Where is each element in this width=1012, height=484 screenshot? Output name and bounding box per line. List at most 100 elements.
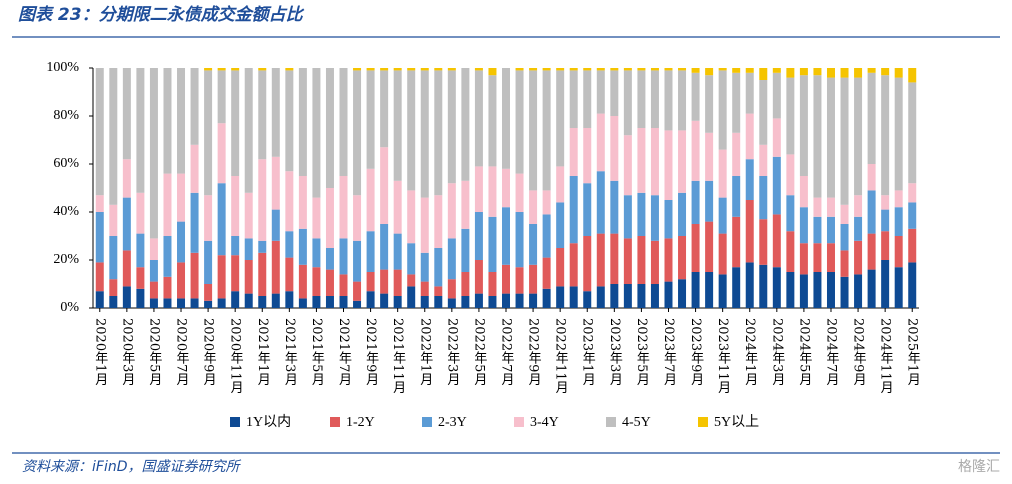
bar-segment (231, 236, 240, 256)
bar-segment (258, 159, 267, 241)
bar-segment (705, 221, 714, 272)
bar-segment (447, 183, 456, 239)
bar-segment (908, 68, 917, 83)
bar-segment (623, 238, 632, 284)
bar-segment (136, 192, 145, 234)
bar-segment (637, 284, 646, 308)
x-tick-label: 2021年11月 (390, 318, 406, 395)
bar-segment (339, 296, 348, 308)
bar-segment (285, 171, 294, 232)
bar-segment (122, 286, 131, 308)
bar-segment (474, 212, 483, 260)
bar-segment (650, 240, 659, 284)
bar-segment (177, 68, 186, 174)
bar-segment (772, 118, 781, 157)
bar-segment (908, 202, 917, 229)
y-tick-label: 100% (46, 60, 79, 75)
bar-segment (610, 180, 619, 234)
bar-segment (854, 240, 863, 275)
bar-segment (474, 166, 483, 212)
bar-segment (325, 68, 334, 188)
bar-segment (610, 284, 619, 308)
bar-segment (623, 284, 632, 308)
bar-segment (217, 298, 226, 308)
bar-segment (826, 77, 835, 198)
bar-segment (529, 264, 538, 294)
bar-segment (678, 130, 687, 193)
bar-segment (393, 70, 402, 181)
y-tick-label: 60% (53, 156, 79, 171)
bar-segment (488, 272, 497, 296)
bar-segment (623, 135, 632, 196)
bar-segment (109, 279, 118, 296)
bar-segment (204, 195, 213, 241)
bar-segment (366, 68, 375, 71)
bar-segment (393, 233, 402, 270)
bar-segment (678, 236, 687, 280)
bar-segment (542, 288, 551, 308)
bar-segment (583, 236, 592, 292)
bar-segment (461, 68, 470, 181)
bar-segment (190, 192, 199, 253)
bar-segment (826, 216, 835, 244)
bar-segment (461, 272, 470, 296)
bar-segment (271, 209, 280, 241)
bar-segment (813, 216, 822, 244)
x-tick-label: 2022年7月 (499, 318, 515, 387)
bar-segment (474, 260, 483, 294)
bar-segment (461, 180, 470, 229)
bar-segment (339, 238, 348, 275)
x-tick-label: 2020年5月 (146, 318, 162, 387)
bar-segment (650, 70, 659, 128)
bar-segment (393, 296, 402, 308)
bar-segment (542, 68, 551, 71)
bar-segment (732, 68, 741, 73)
bar-segment (271, 156, 280, 210)
bar-segment (515, 173, 524, 212)
bar-segment (826, 197, 835, 217)
bar-segment (353, 68, 362, 71)
bar-segment (380, 293, 389, 308)
bar-segment (190, 298, 199, 308)
bar-segment (271, 293, 280, 308)
bar-segment (867, 233, 876, 270)
bar-segment (204, 300, 213, 308)
bar-segment (799, 274, 808, 308)
x-tick-label: 2022年3月 (444, 318, 460, 387)
bar-segment (596, 171, 605, 234)
bar-segment (772, 214, 781, 268)
y-tick-label: 20% (53, 252, 79, 267)
bar-segment (163, 68, 172, 174)
x-tick-label: 2022年11月 (553, 318, 569, 395)
bar-segment (637, 70, 646, 128)
bar-segment (488, 216, 497, 272)
bar-segment (258, 70, 267, 160)
bar-segment (231, 68, 240, 71)
bar-segment (353, 240, 362, 282)
bar-segment (745, 262, 754, 308)
bar-segment (637, 236, 646, 284)
bar-segment (488, 166, 497, 217)
bar-segment (840, 250, 849, 277)
bar-segment (881, 209, 890, 232)
bar-segment (705, 132, 714, 181)
x-tick-label: 2022年5月 (471, 318, 487, 387)
bar-segment (623, 68, 632, 71)
bar-segment (691, 272, 700, 308)
bar-segment (826, 243, 835, 272)
bar-segment (718, 149, 727, 198)
bar-segment (271, 68, 280, 157)
bar-segment (664, 238, 673, 282)
bar-segment (732, 132, 741, 176)
bar-segment (596, 113, 605, 172)
bar-segment (894, 190, 903, 208)
bar-segment (258, 68, 267, 71)
bar-segment (95, 195, 104, 212)
bar-segment (583, 128, 592, 184)
bar-segment (285, 70, 294, 172)
bar-segment (231, 255, 240, 292)
bar-segment (312, 197, 321, 239)
bar-segment (529, 68, 538, 71)
bar-segment (204, 240, 213, 284)
bar-segment (190, 144, 199, 193)
